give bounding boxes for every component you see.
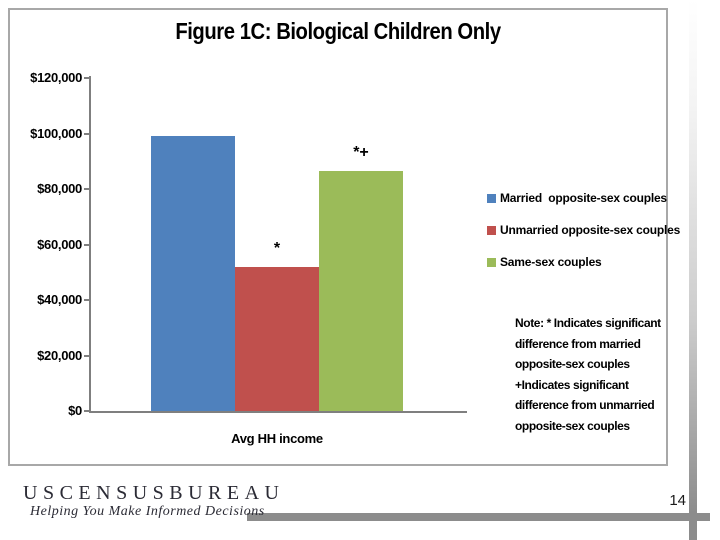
y-tick-label: $80,000 [37,181,82,196]
note-line: +Indicates significant [515,377,629,392]
y-tick-label: $0 [68,403,82,418]
vertical-accent-bar [689,0,697,540]
note: Note: * Indicates significant difference … [515,313,675,437]
legend-swatch [487,258,496,267]
y-tick-label: $60,000 [37,236,82,252]
y-tick-label: $100,000 [30,125,82,141]
y-tick-mark [84,188,89,190]
bar-2 [235,266,319,411]
y-tick-mark [84,77,89,79]
legend-item: Same-sex couples [487,256,602,269]
x-axis-label: Avg HH income [231,431,323,446]
note-line: Note: * Indicates significant [515,316,661,330]
significance-annotation: *+ [353,143,369,161]
y-tick-mark [84,354,89,357]
y-tick-label: $40,000 [37,292,82,307]
page-number: 14 [669,492,686,509]
note-line: difference from unmarried [515,398,655,413]
chart-title: Figure 1C: Biological Children Only [175,18,501,44]
significance-annotation: * [273,239,281,257]
y-tick-label: $20,000 [37,347,82,363]
y-tick-mark [84,299,89,301]
y-tick-label: $120,000 [30,70,82,85]
legend-swatch [487,226,496,235]
chart-area: Figure 1C: Biological Children Only $0 $2… [8,8,680,466]
note-line: opposite-sex couples [515,357,630,372]
bar-3 [319,170,403,411]
legend-label: Same-sex couples [500,255,602,269]
census-tagline: Helping You Make Informed Decisions [30,504,265,519]
note-line: difference from married [515,336,641,351]
y-axis [89,76,91,413]
census-logo-text: USCENSUSBUREAU [23,482,285,504]
legend-item: Married opposite-sex couples [487,192,667,205]
bar-1 [151,136,235,411]
y-tick-mark [84,410,89,412]
plot-area: $0 $20,000 $40,000 $60,000 $80,000 $100,000 $1… [10,10,666,464]
legend-item: Unmarried opposite-sex couples [487,224,680,237]
horizontal-accent-bar [247,513,710,521]
legend-swatch [487,194,496,203]
note-line: opposite-sex couples [515,418,630,433]
legend-label: Married opposite-sex couples [500,191,667,205]
y-tick-mark [84,243,89,246]
y-tick-mark [84,132,89,135]
legend-label: Unmarried opposite-sex couples [500,223,681,237]
x-axis [89,411,467,413]
